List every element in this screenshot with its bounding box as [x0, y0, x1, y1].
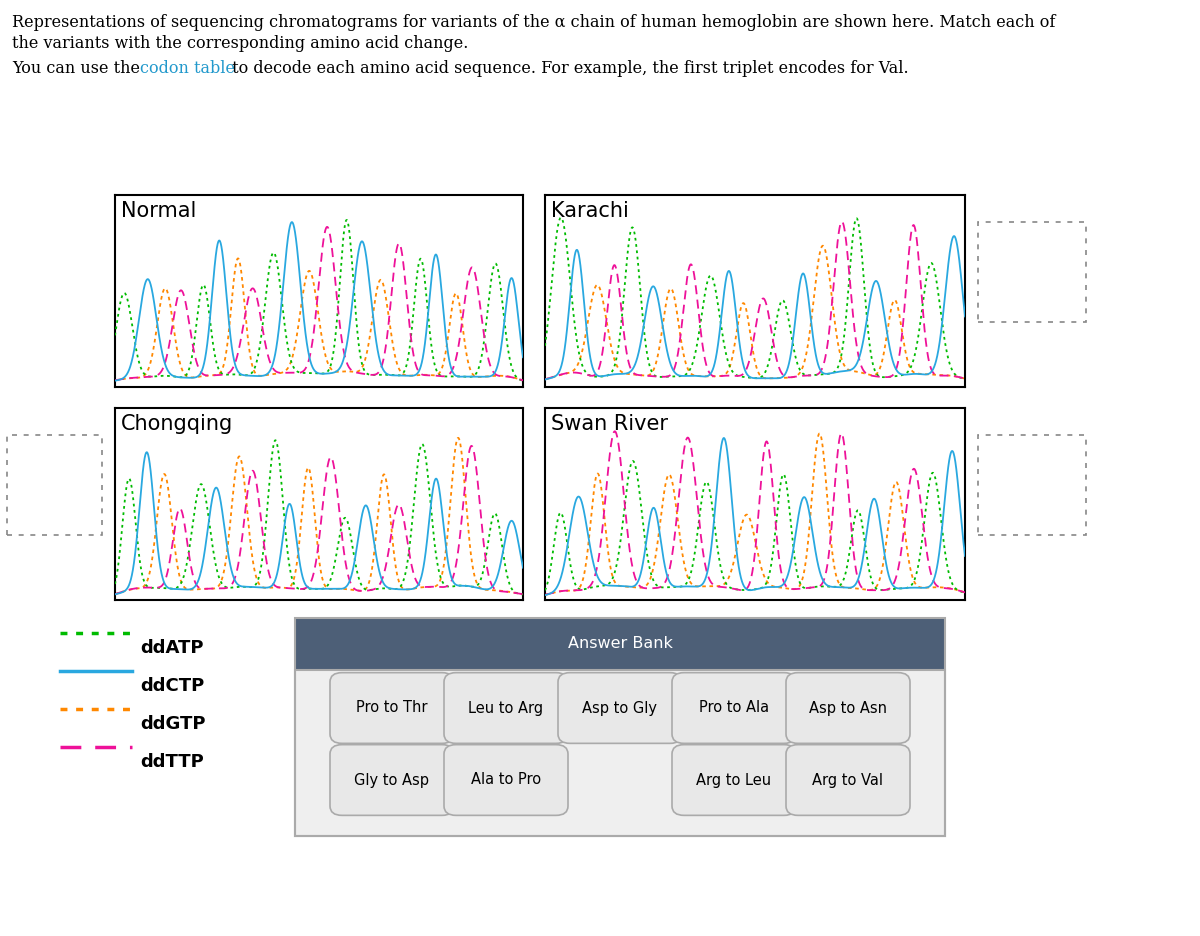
Text: Normal: Normal — [121, 200, 197, 221]
Text: Asp to Asn: Asp to Asn — [809, 700, 887, 715]
Text: Representations of sequencing chromatograms for variants of the α chain of human: Representations of sequencing chromatogr… — [12, 14, 1055, 31]
Text: ddTTP: ddTTP — [140, 753, 204, 771]
Text: Pro to Thr: Pro to Thr — [356, 700, 427, 715]
Text: codon table: codon table — [140, 60, 235, 77]
Text: Pro to Ala: Pro to Ala — [698, 700, 769, 715]
Text: Answer Bank: Answer Bank — [568, 636, 672, 651]
Text: ddATP: ddATP — [140, 639, 204, 657]
Text: the variants with the corresponding amino acid change.: the variants with the corresponding amin… — [12, 35, 468, 51]
Text: ddGTP: ddGTP — [140, 715, 205, 733]
Text: Chongqing: Chongqing — [121, 414, 233, 433]
Text: Ala to Pro: Ala to Pro — [470, 772, 541, 787]
Text: Swan River: Swan River — [551, 414, 668, 433]
Text: Leu to Arg: Leu to Arg — [468, 700, 544, 715]
Text: ddCTP: ddCTP — [140, 677, 204, 695]
Text: Karachi: Karachi — [551, 200, 629, 221]
Text: You can use the: You can use the — [12, 60, 145, 77]
Text: to decode each amino acid sequence. For example, the first triplet encodes for V: to decode each amino acid sequence. For … — [228, 60, 910, 77]
Text: Gly to Asp: Gly to Asp — [354, 772, 430, 787]
Text: Asp to Gly: Asp to Gly — [582, 700, 658, 715]
Text: Arg to Val: Arg to Val — [812, 772, 883, 787]
Text: Arg to Leu: Arg to Leu — [696, 772, 772, 787]
